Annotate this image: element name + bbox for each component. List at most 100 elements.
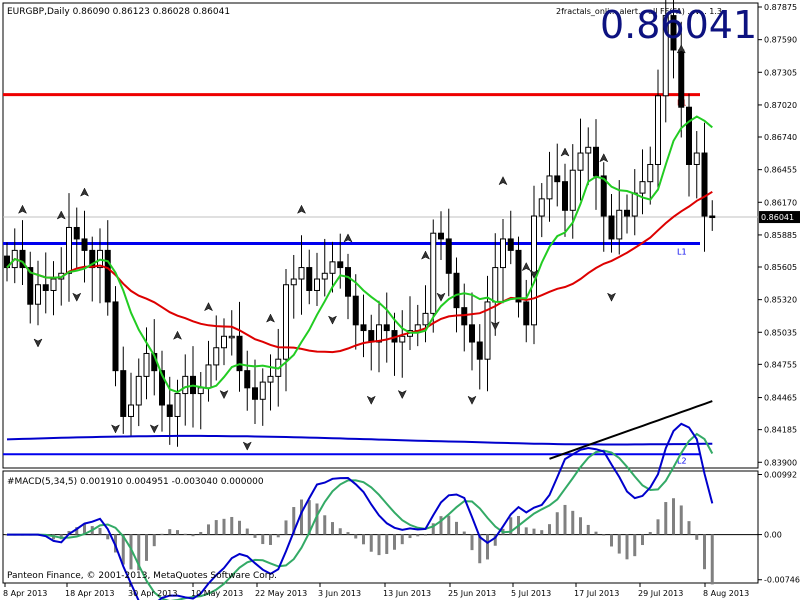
x-tick-label: 8 Aug 2013 xyxy=(703,589,749,598)
fractal-up-arrow xyxy=(17,204,28,214)
candle-body xyxy=(360,324,367,332)
y-tick-label: 0.84465 xyxy=(764,394,797,403)
x-tick-label: 17 Jul 2013 xyxy=(574,589,619,598)
candle-body xyxy=(531,215,537,326)
candle-body xyxy=(50,278,57,291)
candle-body xyxy=(337,261,344,269)
candle-body xyxy=(639,181,646,194)
y-tick-label: 0.85035 xyxy=(764,328,797,337)
candle-body xyxy=(321,272,328,280)
y-tick-label: 0.83900 xyxy=(764,458,797,467)
candle-body xyxy=(221,335,227,349)
macd-histogram-bar xyxy=(400,534,404,545)
y-tick-label: 0.87020 xyxy=(764,101,797,110)
candle-body xyxy=(538,198,545,217)
fractal-down-arrow xyxy=(33,338,43,348)
candle-body xyxy=(112,301,119,372)
macd-histogram-bar xyxy=(121,534,125,565)
candle-body xyxy=(507,238,514,251)
candle-body xyxy=(228,335,235,339)
candle-body xyxy=(438,232,444,240)
macd-histogram-bar xyxy=(245,528,249,535)
fractal-up-arrow xyxy=(203,302,214,312)
macd-histogram-bar xyxy=(269,534,272,545)
candle-body xyxy=(128,404,134,417)
candle-body xyxy=(244,370,251,389)
macd-histogram-bar xyxy=(222,518,226,535)
macd-histogram-bar xyxy=(307,500,311,535)
ma-long-line xyxy=(6,434,713,446)
macd-histogram-bar xyxy=(524,527,528,535)
macd-histogram-bar xyxy=(563,504,567,535)
y-tick-label: 0.87590 xyxy=(764,36,797,45)
candle-body xyxy=(267,375,274,383)
macd-histogram-bar xyxy=(284,520,288,535)
candle-body xyxy=(197,387,204,395)
fractal-down-arrow xyxy=(110,424,121,434)
macd-histogram-bar xyxy=(323,515,327,535)
candle-body xyxy=(368,330,375,343)
macd-histogram-bar xyxy=(586,524,590,535)
fractal-down-arrow xyxy=(397,389,407,400)
macd-histogram-bar xyxy=(168,529,172,535)
x-tick-label: 10 May 2013 xyxy=(191,589,243,598)
candle-body xyxy=(298,267,305,280)
macd-histogram-bar xyxy=(315,503,319,535)
candle-body xyxy=(655,95,661,165)
candle-body xyxy=(19,249,26,269)
candle-body xyxy=(616,209,623,240)
macd-histogram-bar xyxy=(129,534,133,570)
candle-body xyxy=(81,238,88,251)
macd-histogram-bar xyxy=(493,534,497,546)
candle-body xyxy=(647,163,654,183)
candle-body xyxy=(569,169,576,211)
macd-y-tick-label: -0.00746 xyxy=(764,576,800,585)
macd-histogram-bar xyxy=(191,534,195,537)
x-tick-label: 29 Jul 2013 xyxy=(638,589,683,598)
candle-body xyxy=(73,226,80,240)
symbol-label: EURGBP,Daily 0.86090 0.86123 0.86028 0.8… xyxy=(7,7,230,17)
candle-body xyxy=(585,146,592,154)
x-tick-label: 25 Jun 2013 xyxy=(448,589,496,598)
candle-body xyxy=(608,215,615,240)
candle-body xyxy=(461,307,468,326)
candle-body xyxy=(182,375,189,395)
candle-body xyxy=(593,146,599,177)
macd-histogram-bar xyxy=(369,534,373,552)
macd-histogram-bar xyxy=(354,534,358,539)
macd-histogram-bar xyxy=(540,530,544,535)
fractal-down-arrow xyxy=(366,395,376,405)
candle-body xyxy=(236,335,243,372)
fractal-down-arrow xyxy=(72,292,82,302)
y-tick-label: 0.87305 xyxy=(764,68,797,77)
candle-body xyxy=(159,370,165,406)
candle-body xyxy=(104,249,111,303)
macd-signal-line xyxy=(7,432,714,600)
macd-histogram-bar xyxy=(408,534,412,539)
macd-histogram-bar xyxy=(238,520,241,535)
macd-histogram-bar xyxy=(532,528,536,535)
candle-body xyxy=(515,249,522,303)
macd-histogram-bar xyxy=(83,524,86,535)
macd-histogram-bar xyxy=(106,534,110,540)
macd-histogram-bar xyxy=(253,534,257,538)
x-tick-label: 18 Apr 2013 xyxy=(65,589,114,598)
candle-body xyxy=(329,261,336,274)
macd-histogram-bar xyxy=(617,534,621,554)
candle-body xyxy=(314,278,320,291)
x-tick-label: 5 Jul 2013 xyxy=(511,589,551,598)
candle-body xyxy=(709,215,716,219)
macd-histogram-bar xyxy=(331,522,334,535)
fractal-up-arrow xyxy=(498,176,508,186)
macd-histogram-bar xyxy=(431,523,435,535)
candle-body xyxy=(631,192,638,217)
macd-histogram-bar xyxy=(98,527,102,535)
fractal-arrows xyxy=(17,44,686,451)
candle-body xyxy=(35,284,41,305)
macd-histogram-bar xyxy=(424,534,427,536)
y-tick-label: 0.85885 xyxy=(764,231,797,240)
candle-body xyxy=(422,312,429,326)
macd-histogram-bar xyxy=(470,534,474,551)
y-tick-label: 0.85605 xyxy=(764,263,797,272)
